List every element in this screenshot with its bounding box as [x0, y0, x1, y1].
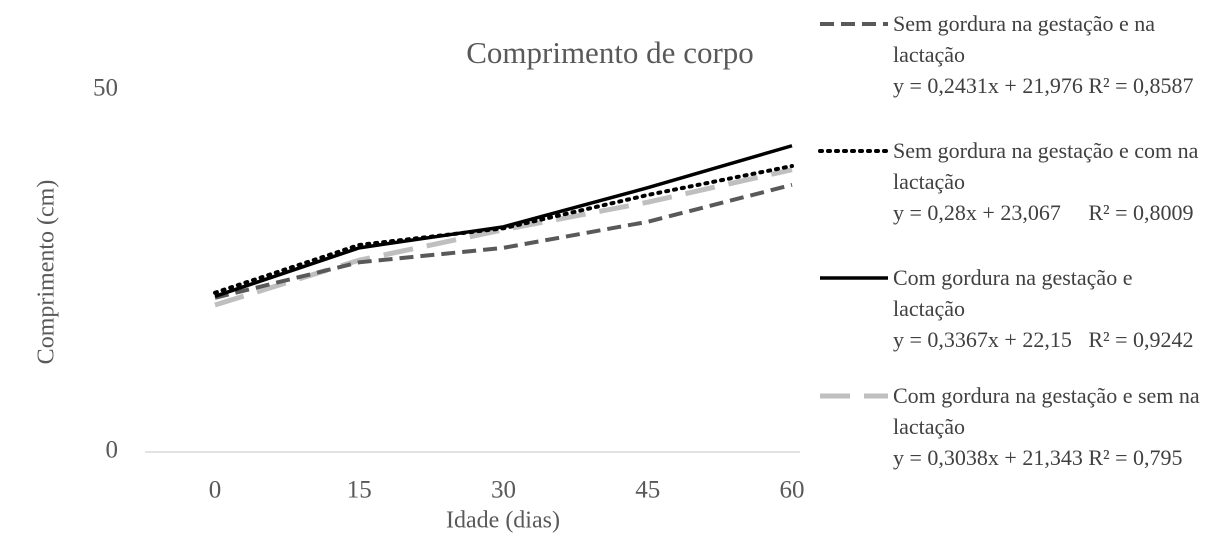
legend-label: Sem gordura na gestação e na lactação	[893, 11, 1161, 67]
legend-entry: Sem gordura na gestação e com na lactaçã…	[893, 135, 1203, 228]
x-tick-label: 60	[780, 477, 805, 504]
trendline-equation: y = 0,2431x + 21,976 R² = 0,8587	[893, 73, 1194, 98]
y-tick-label: 0	[106, 437, 119, 464]
legend-entry: Sem gordura na gestação e na lactação y =…	[893, 8, 1203, 101]
legend-entry: Com gordura na gestação e sem na lactaçã…	[893, 380, 1203, 473]
trendline-equation: y = 0,3038x + 21,343 R² = 0,795	[893, 445, 1183, 470]
y-axis-title: Comprimento (cm)	[34, 180, 60, 365]
x-tick-label: 45	[635, 477, 660, 504]
legend-label: Com gordura na gestação e sem na lactaçã…	[893, 383, 1206, 439]
series-line	[214, 144, 793, 298]
trendline-equation: y = 0,28x + 23,067 R² = 0,8009	[893, 200, 1194, 225]
y-tick-label: 50	[93, 75, 118, 102]
legend-entry: Com gordura na gestação e lactação y = 0,…	[893, 262, 1203, 355]
x-axis-title: Idade (dias)	[446, 508, 560, 534]
x-tick-label: 30	[491, 477, 516, 504]
legend-label: Sem gordura na gestação e com na lactaçã…	[893, 138, 1204, 194]
series-line	[214, 167, 793, 308]
series-line	[213, 164, 794, 295]
x-tick-label: 15	[347, 477, 372, 504]
trendline-equation: y = 0,3367x + 22,15 R² = 0,9242	[893, 327, 1194, 352]
x-tick-label: 0	[209, 477, 222, 504]
chart-title: Comprimento de corpo	[466, 35, 754, 70]
series-line	[214, 182, 793, 300]
legend-label: Com gordura na gestação e lactação	[893, 265, 1138, 321]
